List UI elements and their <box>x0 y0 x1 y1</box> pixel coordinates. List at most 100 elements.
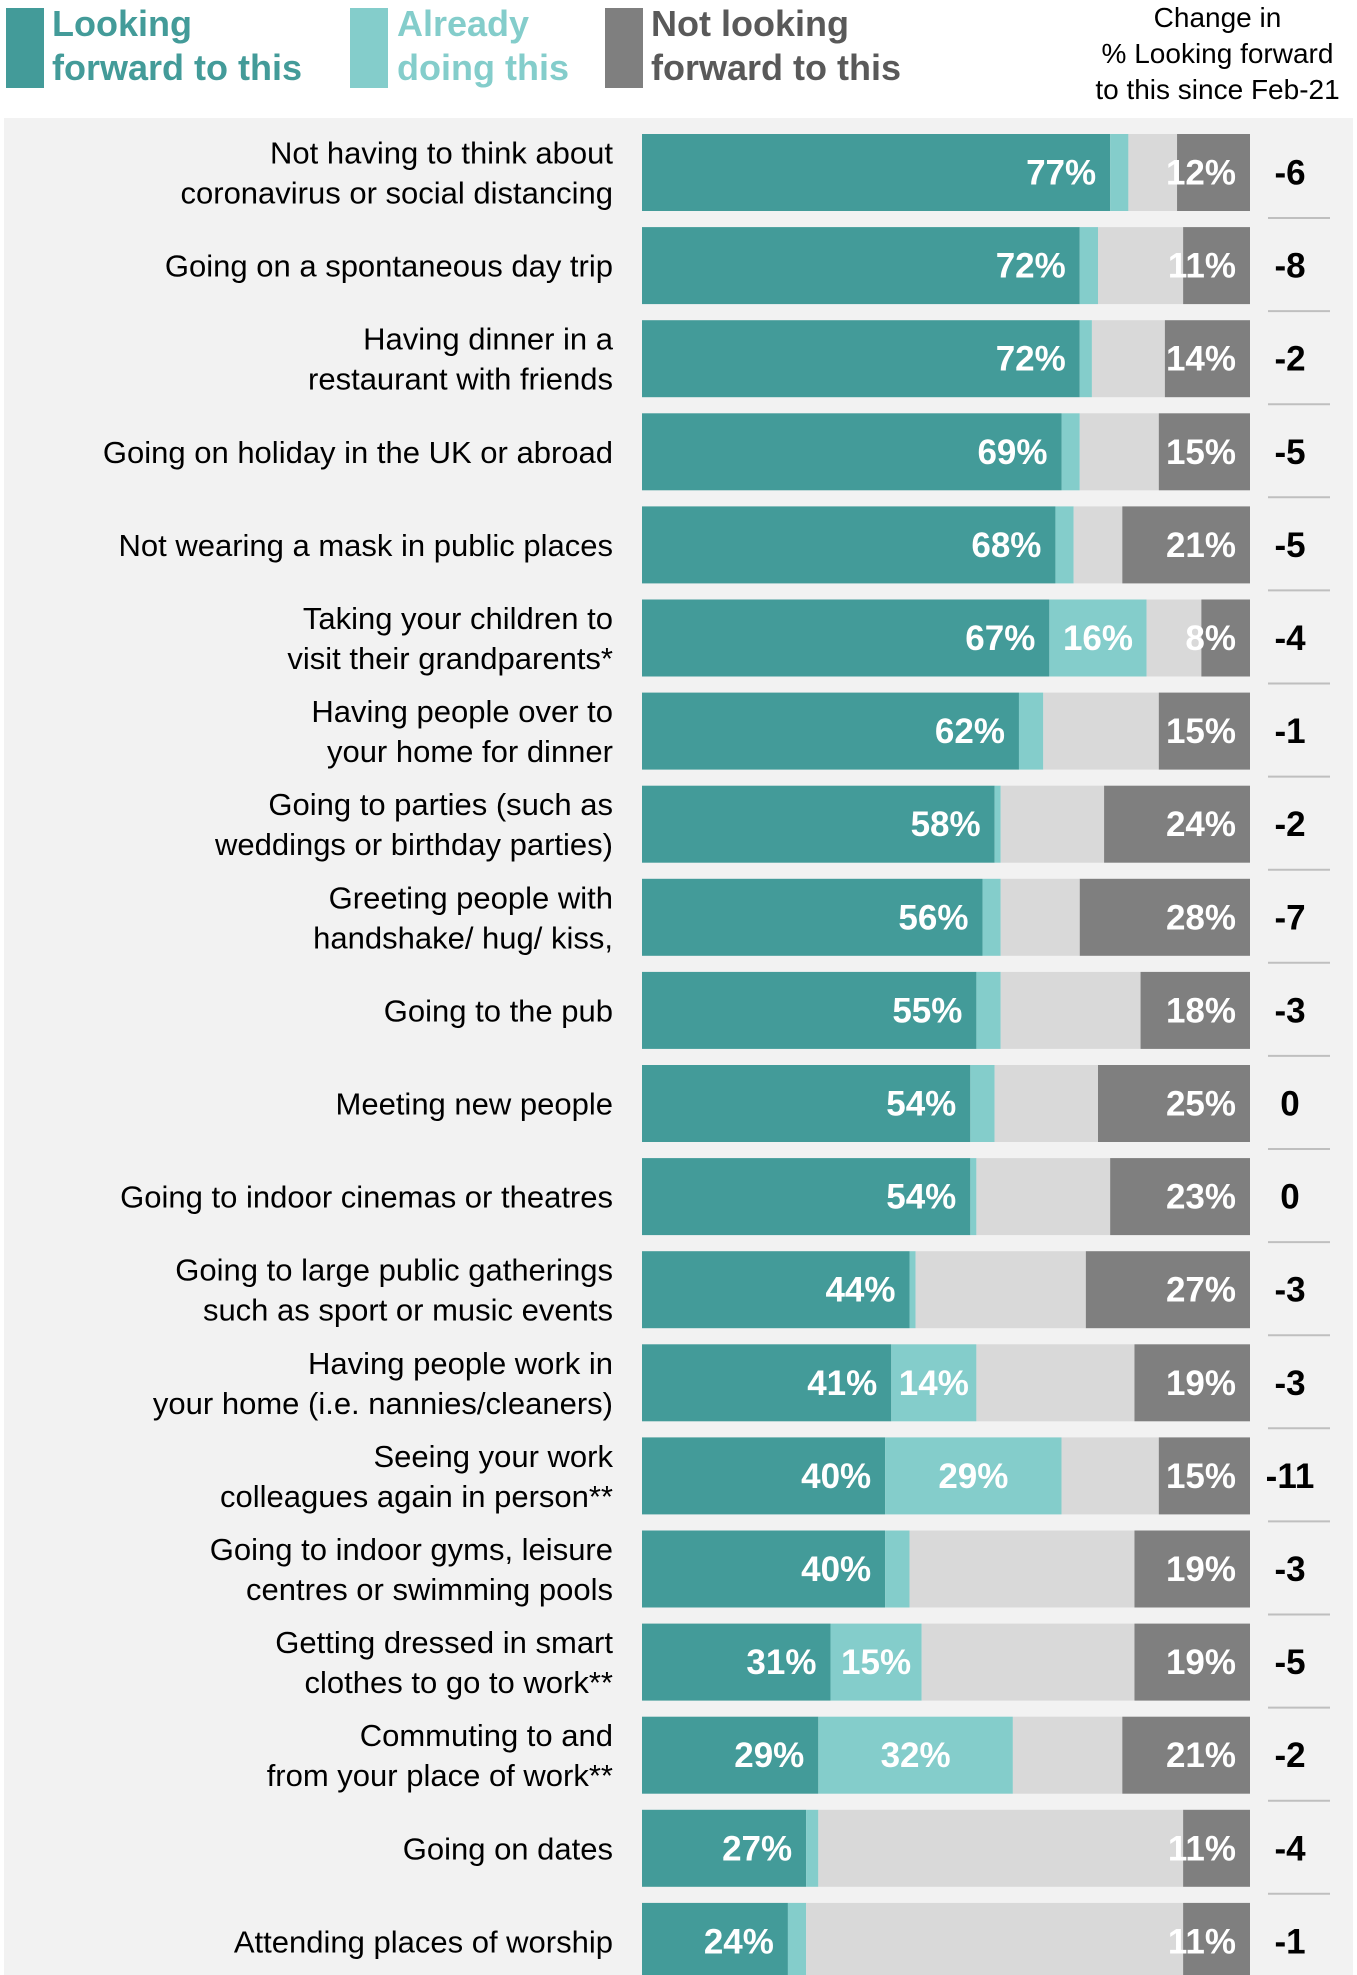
bar-segment-not <box>1158 413 1250 491</box>
data-label-looking: 55% <box>892 991 962 1030</box>
bar-segment-neutral <box>976 1344 1135 1422</box>
legend-swatch-already <box>350 8 388 88</box>
data-label-already: 32% <box>881 1736 951 1775</box>
bar-segment-not <box>1183 1809 1250 1887</box>
legend-label-looking: Looking forward to this <box>52 3 302 88</box>
data-label-looking: 54% <box>886 1178 956 1217</box>
data-label-looking: 44% <box>825 1271 895 1310</box>
bar-segment-looking <box>642 320 1080 398</box>
data-label-looking: 69% <box>977 433 1047 472</box>
data-label-not: 19% <box>1166 1550 1236 1589</box>
change-value: -5 <box>1274 526 1305 565</box>
data-label-not: 11% <box>1168 247 1236 286</box>
bar-row: Attending places of worship 24% 11% -1 <box>234 1902 1306 1975</box>
bar-segment-already <box>818 1716 1013 1794</box>
category-label: Going to the pub <box>384 993 613 1028</box>
bar-segment-neutral <box>1043 692 1159 770</box>
data-label-looking: 72% <box>996 340 1066 379</box>
data-label-already: 14% <box>899 1364 969 1403</box>
bar-segment-not <box>1122 1716 1250 1794</box>
bar-row: Having people over to your home for dinne… <box>311 692 1330 778</box>
bar-segment-neutral <box>1098 227 1184 305</box>
bar-segment-looking <box>642 785 995 863</box>
data-label-not: 15% <box>1166 433 1236 472</box>
bar-segment-looking <box>642 227 1080 305</box>
bar-segment-not <box>1183 1902 1250 1975</box>
bar-segment-already <box>891 1344 977 1422</box>
change-value: -2 <box>1274 805 1305 844</box>
bar-row: Not wearing a mask in public places 68% 21… <box>118 506 1330 592</box>
bar-segment-not <box>1079 878 1250 956</box>
category-label: Not wearing a mask in public places <box>118 528 613 563</box>
data-label-looking: 77% <box>1026 154 1096 193</box>
category-label: Going to indoor cinemas or theatres <box>120 1180 613 1215</box>
bar-segment-already <box>909 1251 916 1329</box>
change-value: -4 <box>1274 1829 1306 1868</box>
bar-segment-looking <box>642 1530 886 1608</box>
data-label-not: 8% <box>1185 619 1236 658</box>
category-label: Seeing your work colleagues again in pers… <box>220 1439 613 1514</box>
data-label-looking: 54% <box>886 1085 956 1124</box>
bar-row: Going to indoor gyms, leisure centres or … <box>210 1530 1330 1616</box>
change-value: -2 <box>1274 340 1305 379</box>
bar-row: Going on dates 27% 11% -4 <box>403 1809 1330 1895</box>
bar-segment-not <box>1110 1158 1250 1236</box>
data-label-not: 11% <box>1168 1922 1236 1961</box>
data-label-not: 24% <box>1166 805 1236 844</box>
bar-segment-neutral <box>1091 320 1165 398</box>
bar-segment-not <box>1134 1623 1250 1701</box>
change-value: -7 <box>1274 898 1305 937</box>
data-label-not: 21% <box>1166 526 1236 565</box>
bar-row: Greeting people with handshake/ hug/ kiss… <box>313 878 1330 964</box>
bar-segment-neutral <box>1000 971 1141 1049</box>
change-value: -4 <box>1274 619 1306 658</box>
change-value: 0 <box>1280 1178 1299 1217</box>
category-label: Going to large public gatherings such as … <box>175 1253 613 1328</box>
bar-segment-looking <box>642 1158 971 1236</box>
bar-row: Getting dressed in smart clothes to go to… <box>275 1623 1330 1709</box>
bar-row: Commuting to and from your place of work*… <box>267 1716 1330 1802</box>
bar-segment-neutral <box>1000 878 1080 956</box>
category-label: Taking your children to visit their grand… <box>287 601 613 676</box>
category-label: Going to parties (such as weddings or bir… <box>214 787 613 862</box>
bar-segment-looking <box>642 1716 819 1794</box>
data-label-already: 16% <box>1063 619 1133 658</box>
bar-segment-neutral <box>806 1902 1184 1975</box>
change-value: -3 <box>1274 991 1305 1030</box>
bar-segment-already <box>806 1809 819 1887</box>
data-label-looking: 72% <box>996 247 1066 286</box>
bar-segment-neutral <box>1000 785 1105 863</box>
change-value: 0 <box>1280 1085 1299 1124</box>
bar-segment-already <box>1061 413 1080 491</box>
legend-swatch-looking <box>6 8 44 88</box>
change-column-header: Change in % Looking forward to this sinc… <box>1095 2 1340 105</box>
bar-segment-neutral <box>1012 1716 1123 1794</box>
category-label: Commuting to and from your place of work*… <box>267 1718 613 1793</box>
data-label-not: 18% <box>1166 991 1236 1030</box>
bar-segment-not <box>1134 1530 1250 1608</box>
bar-segment-already <box>1049 599 1147 677</box>
change-value: -3 <box>1274 1550 1305 1589</box>
legend-label-not: Not looking forward to this <box>651 3 901 88</box>
bar-segment-looking <box>642 971 977 1049</box>
bar-segment-neutral <box>818 1809 1184 1887</box>
bar-segment-looking <box>642 1809 807 1887</box>
change-value: -2 <box>1274 1736 1305 1775</box>
data-label-looking: 56% <box>898 898 968 937</box>
bar-segment-not <box>1085 1251 1250 1329</box>
bar-row: Seeing your work colleagues again in pers… <box>220 1437 1330 1523</box>
data-label-not: 11% <box>1168 1829 1236 1868</box>
data-label-not: 28% <box>1166 898 1236 937</box>
bar-segment-already <box>1055 506 1074 584</box>
bar-row: Going to large public gatherings such as … <box>175 1251 1330 1337</box>
bar-segment-already <box>976 971 1001 1049</box>
bar-segment-neutral <box>1146 599 1202 677</box>
category-label: Going on holiday in the UK or abroad <box>103 435 613 470</box>
change-value: -11 <box>1266 1457 1315 1496</box>
change-value: -8 <box>1274 247 1305 286</box>
change-value: -3 <box>1274 1271 1305 1310</box>
bar-segment-neutral <box>1079 413 1159 491</box>
data-label-not: 14% <box>1166 340 1236 379</box>
change-value: -5 <box>1274 1643 1305 1682</box>
